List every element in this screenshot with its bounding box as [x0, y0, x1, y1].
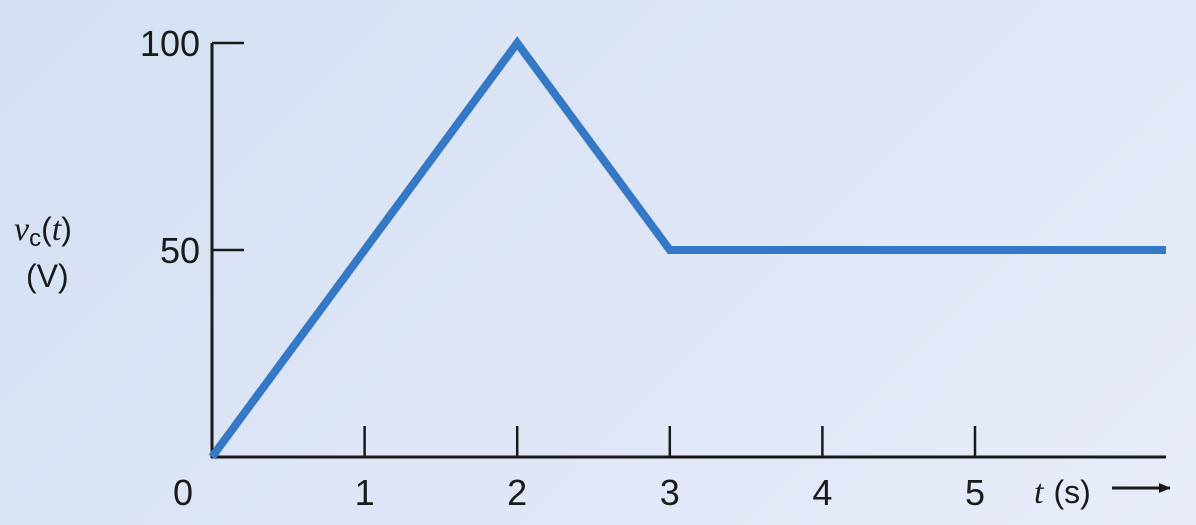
x-tick-label-4: 4: [812, 472, 832, 513]
y-label-unit: (V): [26, 258, 69, 294]
x-tick-label-1: 1: [355, 472, 375, 513]
y-ticks: 50 100: [140, 23, 244, 271]
series-layer: [208, 36, 1166, 460]
x-label-unit: (s): [1053, 474, 1090, 510]
svg-text:vc(t): vc(t): [14, 211, 72, 252]
y-label-subscript: c: [29, 225, 41, 252]
y-tick-label-100: 100: [140, 23, 200, 64]
svg-text:t(s): t (s): [1034, 474, 1091, 511]
x-tick-label-2: 2: [507, 472, 527, 513]
origin-label: 0: [173, 472, 193, 513]
x-label-symbol: t: [1034, 474, 1045, 511]
x-tick-label-5: 5: [965, 472, 985, 513]
x-axis-label: t (s): [1034, 474, 1171, 511]
y-label-argument-close: ): [61, 211, 72, 247]
x-ticks: 1 2 3 4 5: [355, 426, 985, 513]
series-line-0: [208, 36, 1166, 460]
y-label-argument-open: (: [41, 211, 52, 247]
y-axis-label: vc(t) (V): [14, 211, 72, 294]
x-tick-label-3: 3: [660, 472, 680, 513]
y-label-symbol: v: [14, 211, 30, 248]
y-tick-label-50: 50: [160, 230, 200, 271]
y-label-argument-var: t: [52, 211, 63, 248]
